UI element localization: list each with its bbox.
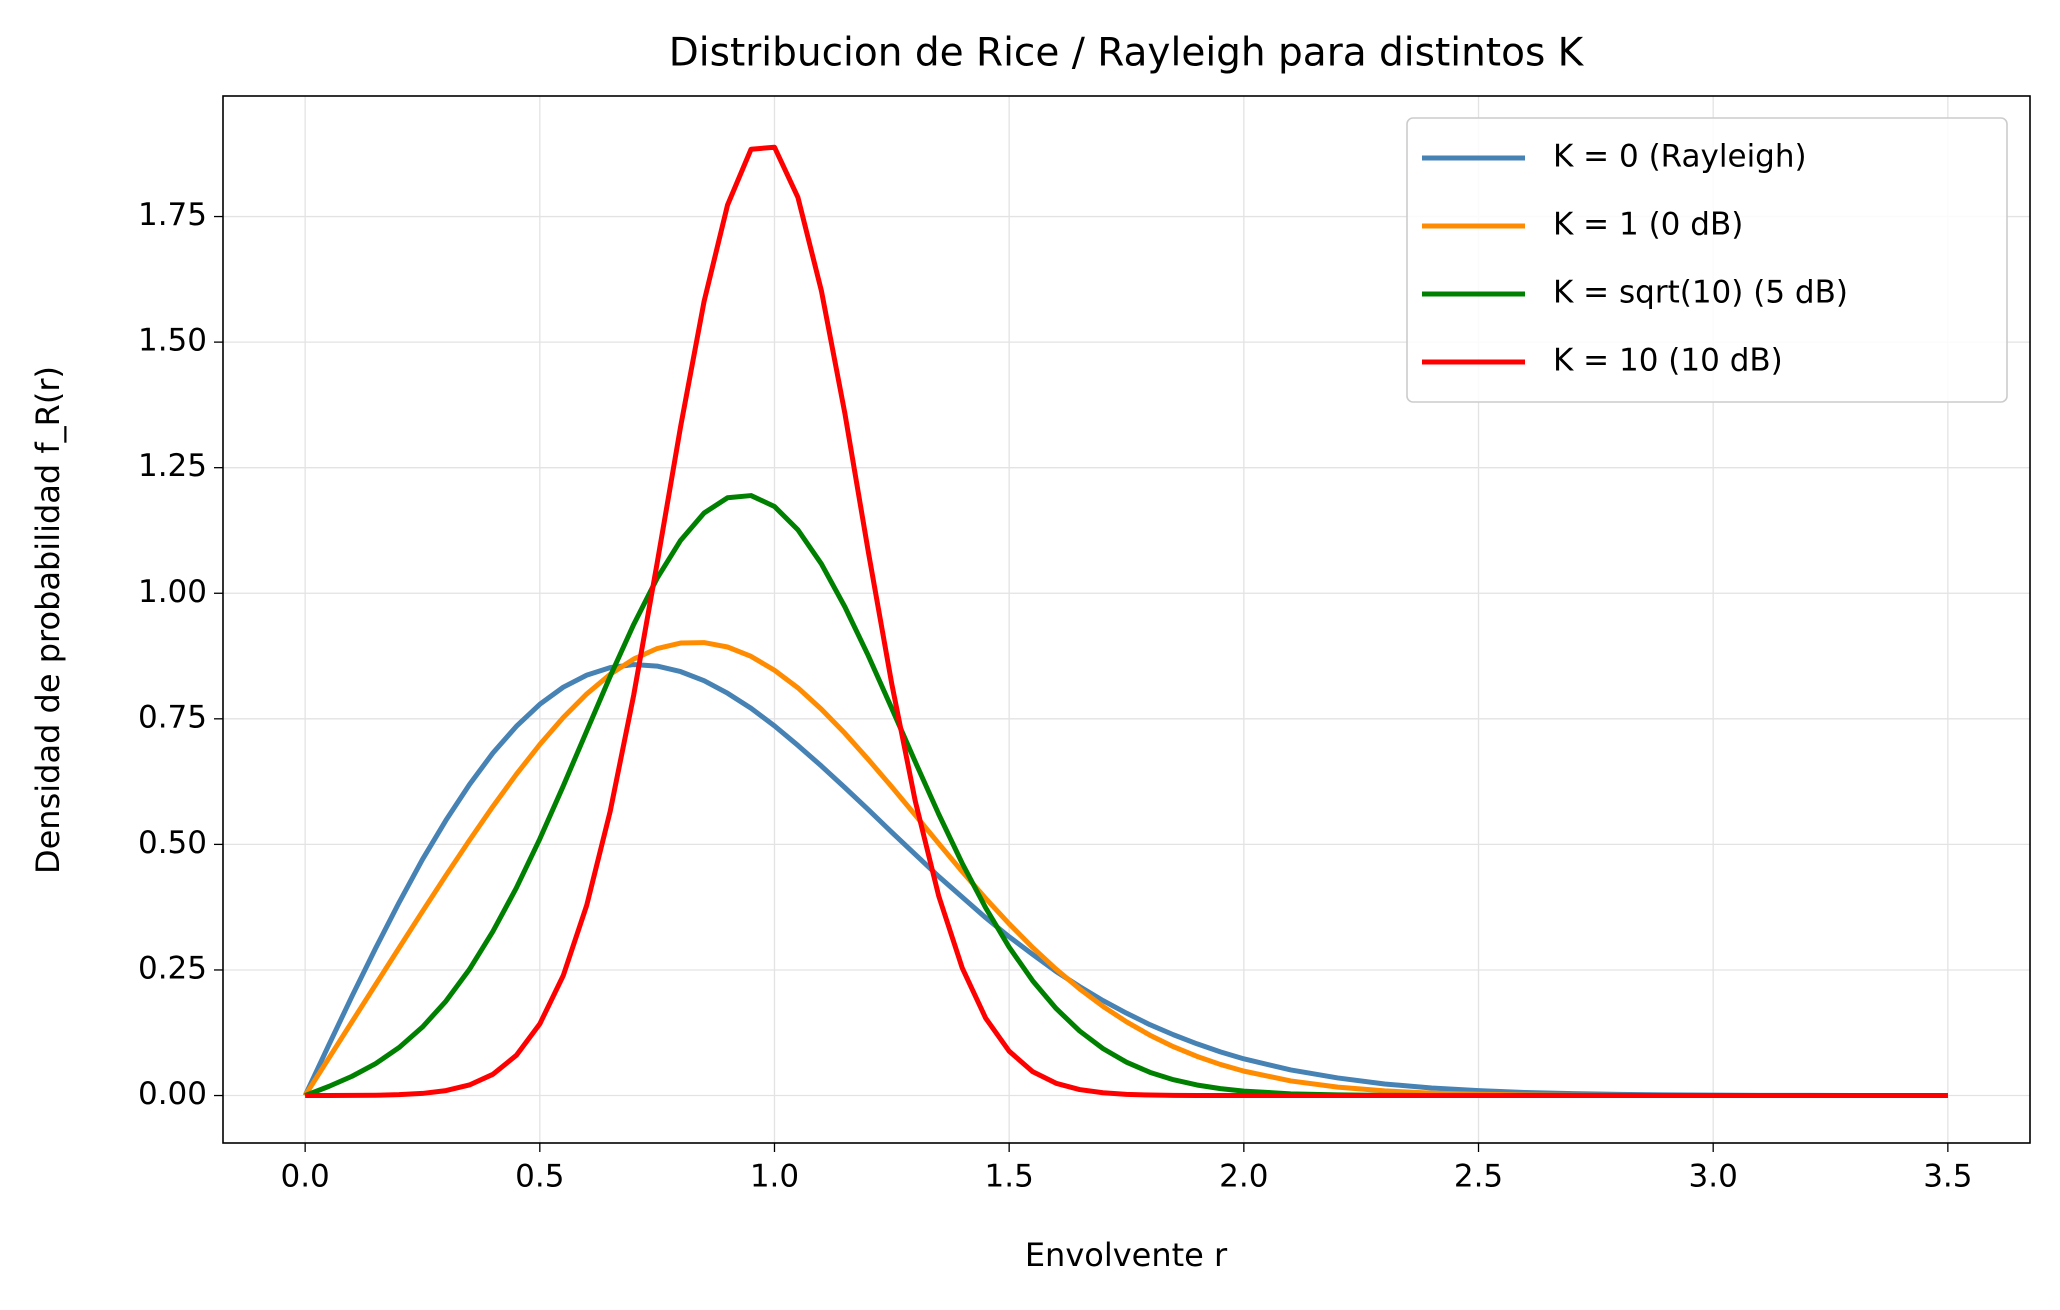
series-line xyxy=(302,662,1948,1099)
y-tick-label: 0.75 xyxy=(138,699,207,735)
x-tick-label: 1.5 xyxy=(985,1159,1034,1195)
x-tick-label: 2.0 xyxy=(1219,1159,1268,1195)
y-tick-label: 1.75 xyxy=(138,197,207,233)
legend-label: K = sqrt(10) (5 dB) xyxy=(1553,275,1848,311)
y-tick-label: 0.25 xyxy=(138,950,207,986)
x-tick-label: 1.0 xyxy=(750,1159,799,1195)
y-axis-label: Densidad de probabilidad f_R(r) xyxy=(29,366,67,874)
legend-label: K = 1 (0 dB) xyxy=(1553,207,1743,243)
y-tick-label: 1.25 xyxy=(138,448,207,484)
legend-label: K = 10 (10 dB) xyxy=(1553,343,1783,379)
y-tick-label: 1.00 xyxy=(138,574,207,610)
x-tick-label: 3.0 xyxy=(1689,1159,1738,1195)
y-tick-label: 0.50 xyxy=(138,825,207,861)
chart-title: Distribucion de Rice / Rayleigh para dis… xyxy=(669,31,1585,76)
y-tick-label: 1.50 xyxy=(138,323,207,359)
x-tick-label: 0.5 xyxy=(515,1159,564,1195)
legend-label: K = 0 (Rayleigh) xyxy=(1553,139,1807,175)
legend-box xyxy=(1406,117,2008,403)
x-tick-label: 0.0 xyxy=(280,1159,329,1195)
x-tick-label: 2.5 xyxy=(1454,1159,1503,1195)
plot-frame xyxy=(222,95,2031,1144)
y-tick-label: 0.00 xyxy=(138,1076,207,1112)
x-axis-label: Envolvente r xyxy=(1025,1236,1228,1274)
series-line xyxy=(305,144,1948,1099)
x-tick-label: 3.5 xyxy=(1923,1159,1972,1195)
